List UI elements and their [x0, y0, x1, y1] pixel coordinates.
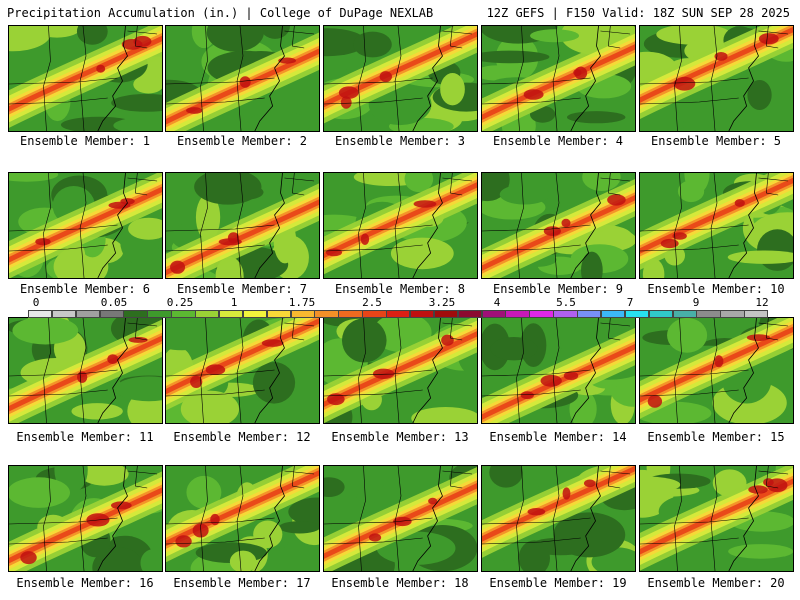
colorbar-swatch	[648, 310, 673, 318]
colorbar-swatch	[171, 310, 196, 318]
ensemble-map-3	[323, 25, 478, 132]
ensemble-caption-11: Ensemble Member: 11	[16, 430, 154, 444]
ensemble-caption-1: Ensemble Member: 1	[19, 134, 151, 148]
ensemble-caption-19: Ensemble Member: 19	[489, 576, 627, 590]
colorbar-swatch	[433, 310, 459, 318]
ensemble-caption-9: Ensemble Member: 9	[492, 282, 624, 296]
ensemble-caption-18: Ensemble Member: 18	[331, 576, 469, 590]
colorbar: 0 0.05 0.25 1 1.75 2.5 3.25 4 5.5 7 9 12	[10, 296, 788, 322]
colorbar-tick-label: 0	[32, 296, 40, 309]
ensemble-caption-17: Ensemble Member: 17	[173, 576, 311, 590]
colorbar-swatch	[553, 310, 578, 318]
ensemble-map-15	[639, 317, 794, 424]
colorbar-swatch	[266, 310, 292, 318]
ensemble-map-18	[323, 465, 478, 572]
ensemble-caption-20: Ensemble Member: 20	[647, 576, 785, 590]
ensemble-map-12	[165, 317, 320, 424]
colorbar-swatch	[600, 310, 626, 318]
colorbar-swatch	[529, 310, 554, 318]
colorbar-swatch	[338, 310, 363, 318]
colorbar-tick-label: 0.05	[100, 296, 128, 309]
ensemble-map-7	[165, 172, 320, 279]
colorbar-swatch	[195, 310, 220, 318]
colorbar-swatch	[409, 310, 435, 318]
colorbar-tick-label: 4	[493, 296, 501, 309]
ensemble-caption-10: Ensemble Member: 10	[647, 282, 785, 296]
colorbar-swatch	[624, 310, 650, 318]
colorbar-tick-label: 1	[230, 296, 238, 309]
colorbar-tick-label: 2.5	[362, 296, 382, 309]
ensemble-caption-7: Ensemble Member: 7	[176, 282, 308, 296]
colorbar-swatch	[147, 310, 172, 318]
colorbar-tick-label: 1.75	[288, 296, 316, 309]
ensemble-caption-5: Ensemble Member: 5	[650, 134, 782, 148]
ensemble-map-9	[481, 172, 636, 279]
colorbar-swatch	[672, 310, 697, 318]
ensemble-map-1	[8, 25, 163, 132]
ensemble-map-2	[165, 25, 320, 132]
ensemble-map-10	[639, 172, 794, 279]
ensemble-caption-12: Ensemble Member: 12	[173, 430, 311, 444]
ensemble-map-6	[8, 172, 163, 279]
colorbar-swatch	[123, 310, 148, 318]
colorbar-swatch	[720, 310, 745, 318]
colorbar-swatch	[290, 310, 315, 318]
colorbar-tick-label: 3.25	[428, 296, 456, 309]
colorbar-tick-label: 12	[755, 296, 769, 309]
ensemble-caption-15: Ensemble Member: 15	[647, 430, 785, 444]
ensemble-map-17	[165, 465, 320, 572]
colorbar-tick-label: 5.5	[556, 296, 576, 309]
colorbar-swatch	[28, 310, 53, 318]
colorbar-swatch	[481, 310, 506, 318]
ensemble-map-11	[8, 317, 163, 424]
ensemble-caption-6: Ensemble Member: 6	[19, 282, 151, 296]
colorbar-swatch	[314, 310, 339, 318]
ensemble-map-13	[323, 317, 478, 424]
colorbar-swatch	[99, 310, 124, 318]
colorbar-swatch	[577, 310, 602, 318]
colorbar-tick-label: 9	[692, 296, 700, 309]
colorbar-swatch	[242, 310, 268, 318]
ensemble-caption-3: Ensemble Member: 3	[334, 134, 466, 148]
ensemble-caption-8: Ensemble Member: 8	[334, 282, 466, 296]
header-run-info: 12Z GEFS | F150 Valid: 18Z SUN SEP 28 20…	[486, 6, 790, 20]
ensemble-map-14	[481, 317, 636, 424]
ensemble-map-4	[481, 25, 636, 132]
colorbar-swatch	[218, 310, 244, 318]
ensemble-caption-4: Ensemble Member: 4	[492, 134, 624, 148]
ensemble-caption-13: Ensemble Member: 13	[331, 430, 469, 444]
ensemble-caption-2: Ensemble Member: 2	[176, 134, 308, 148]
ensemble-map-8	[323, 172, 478, 279]
colorbar-tick-label: 7	[626, 296, 634, 309]
ensemble-caption-14: Ensemble Member: 14	[489, 430, 627, 444]
colorbar-swatch	[505, 310, 530, 318]
colorbar-swatch	[362, 310, 387, 318]
colorbar-swatch	[457, 310, 483, 318]
header-title: Precipitation Accumulation (in.) | Colle…	[7, 6, 434, 20]
ensemble-caption-16: Ensemble Member: 16	[16, 576, 154, 590]
ensemble-map-20	[639, 465, 794, 572]
ensemble-map-16	[8, 465, 163, 572]
colorbar-swatch	[75, 310, 101, 318]
colorbar-tick-label: 0.25	[166, 296, 194, 309]
ensemble-map-19	[481, 465, 636, 572]
colorbar-swatch	[51, 310, 77, 318]
colorbar-swatch	[696, 310, 721, 318]
colorbar-swatch	[386, 310, 411, 318]
ensemble-map-5	[639, 25, 794, 132]
colorbar-swatch	[744, 310, 769, 318]
